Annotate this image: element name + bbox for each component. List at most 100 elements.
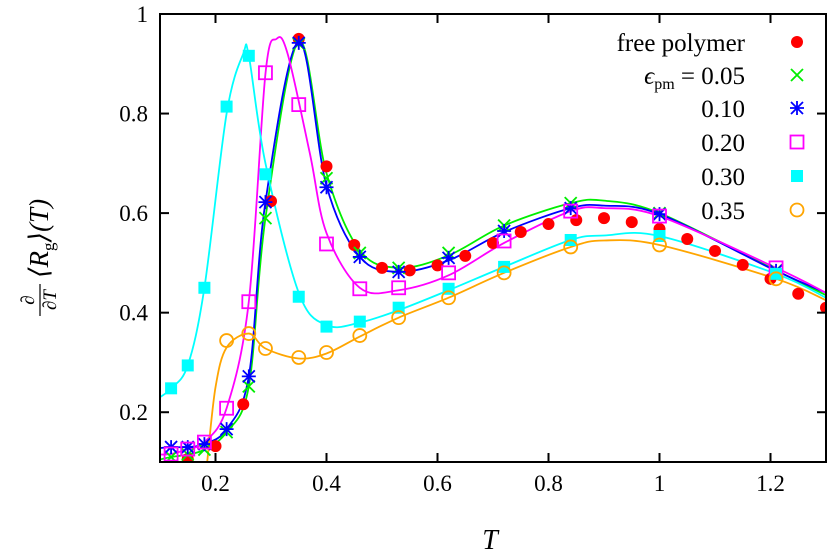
legend: free polymer ϵpm = 0.05 0.10 0.20 0.30 0.35	[617, 30, 805, 225]
data-point-series-5	[441, 290, 457, 306]
x-tick-label: 1.2	[756, 471, 785, 496]
data-point-series-0	[598, 212, 610, 225]
data-point-series-3	[219, 400, 235, 416]
legend-label: free polymer	[617, 30, 746, 57]
data-point-series-0	[348, 238, 361, 251]
y-label-denominator: ∂T	[40, 289, 61, 310]
data-point-series-3	[180, 441, 196, 457]
data-point-series-0	[542, 218, 555, 231]
data-point-series-5	[563, 239, 579, 255]
legend-item: 0.35	[701, 198, 805, 225]
data-point-series-0	[459, 249, 472, 262]
legend-marker	[790, 68, 804, 82]
fit-lines	[160, 36, 826, 462]
data-point-series-0	[431, 259, 444, 272]
axis-ticks: 0.2 0.4 0.6 0.8 1 1.2 0.2 0.4 0.6 0.8 1	[119, 2, 826, 496]
legend-marker	[791, 36, 803, 48]
data-point-series-2	[258, 195, 273, 210]
data-point-series-5	[768, 271, 784, 287]
data-point-series-5	[391, 310, 407, 326]
data-point-series-3	[441, 265, 457, 281]
data-point-series-2	[241, 369, 256, 384]
legend-label: 0.35	[701, 198, 745, 225]
data-point-series-4	[292, 290, 305, 303]
data-point-series-4	[320, 320, 333, 333]
data-point-series-4	[353, 315, 366, 328]
data-point-series-3	[652, 208, 667, 224]
data-point-series-0	[709, 244, 721, 257]
y-label-body: ⟨Rg⟩(T)	[24, 199, 58, 278]
data-point-series-2	[319, 180, 334, 195]
data-point-series-4	[259, 168, 272, 181]
legend-marker	[789, 134, 805, 150]
legend-marker	[790, 101, 804, 115]
data-point-series-0	[403, 264, 416, 277]
data-point-series-4	[770, 267, 783, 280]
data-point-series-0	[625, 216, 638, 229]
x-tick-label: 0.4	[312, 471, 341, 496]
x-axis-label: T	[482, 525, 500, 556]
y-tick-label: 0.6	[119, 201, 148, 226]
fit-line-series-5	[206, 239, 826, 462]
legend-label: 0.30	[701, 164, 745, 191]
x-tick-label: 0.8	[534, 471, 563, 496]
data-point-series-5	[241, 326, 257, 341]
data-point-series-3	[291, 97, 307, 112]
data-point-series-3	[352, 281, 368, 297]
data-point-series-4	[165, 382, 178, 395]
data-point-series-2	[563, 201, 578, 216]
data-point-series-0	[792, 287, 805, 300]
data-point-series-2	[180, 440, 195, 455]
legend-item: free polymer	[617, 30, 803, 57]
data-point-series-0	[376, 261, 388, 274]
data-point-series-0	[681, 232, 694, 245]
data-point-series-4	[242, 49, 255, 62]
data-point-series-5	[219, 333, 235, 348]
data-point-series-0	[514, 226, 527, 239]
data-point-series-2	[291, 35, 306, 50]
data-point-series-5	[352, 328, 368, 343]
data-point-series-3	[319, 236, 334, 252]
data-point-series-2	[652, 207, 667, 222]
data-point-series-3	[391, 280, 407, 296]
data-point-series-3	[258, 65, 273, 81]
data-point-series-2	[497, 224, 512, 239]
legend-item: 0.20	[701, 130, 805, 157]
legend-marker	[791, 170, 803, 182]
data-point-series-5	[258, 341, 273, 356]
data-point-series-3	[163, 446, 179, 462]
data-markers	[163, 32, 826, 462]
data-point-series-3	[241, 294, 257, 310]
data-point-series-4	[198, 281, 211, 294]
legend-item: 0.30	[701, 164, 803, 191]
data-point-series-1	[242, 379, 256, 393]
data-point-series-5	[291, 350, 307, 365]
x-tick-label: 1	[654, 471, 666, 496]
data-point-series-4	[220, 100, 233, 113]
plot-frame	[159, 13, 827, 463]
data-point-series-0	[487, 236, 499, 249]
fit-line-series-3	[160, 36, 826, 456]
data-point-series-0	[237, 398, 250, 411]
y-tick-label: 0.4	[119, 301, 148, 326]
data-point-series-4	[392, 301, 405, 314]
legend-item: ϵpm = 0.05	[644, 63, 804, 93]
data-point-series-0	[209, 440, 222, 453]
x-tick-label: 0.2	[201, 471, 230, 496]
data-point-series-0	[320, 160, 333, 173]
data-point-series-5	[496, 265, 512, 281]
data-point-series-5	[652, 237, 667, 253]
data-point-series-2	[197, 437, 212, 452]
data-point-series-3	[496, 233, 512, 249]
x-tick-label: 0.6	[423, 471, 452, 496]
data-point-series-1	[258, 211, 273, 225]
y-label-numerator: ∂	[18, 295, 39, 304]
legend-label: 0.20	[701, 130, 745, 157]
legend-item: 0.10	[701, 96, 804, 123]
data-point-series-0	[736, 258, 749, 271]
data-point-series-5	[319, 345, 334, 360]
y-axis-label: ∂ ∂T ⟨Rg⟩(T)	[18, 199, 61, 316]
data-point-series-2	[219, 422, 234, 437]
data-point-series-3	[196, 434, 212, 450]
